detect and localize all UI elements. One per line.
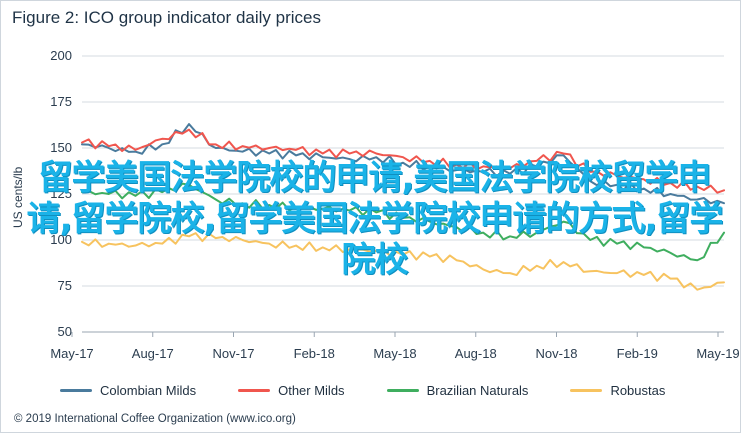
y-tick-label-100: 100: [50, 232, 72, 247]
watermark-overlay-text: 留学美国法学院校的申请,美国法学院校留学申请,留学院校,留学美国法学院校申请的方…: [26, 158, 724, 280]
legend-item-other-milds: Other Milds: [238, 382, 345, 398]
series-line-brazilian-naturals: [81, 182, 725, 262]
y-tick-label-150: 150: [50, 140, 72, 155]
x-tick-label-aug-17: Aug-17: [132, 346, 174, 361]
legend-label-brazilian-naturals: Brazilian Naturals: [426, 382, 529, 398]
x-tick-label-may-18: May-18: [373, 346, 416, 361]
line-chart: 50 75 100 125 150 175 200 May-17 Aug-17 Nov-17 Feb…: [50, 48, 739, 361]
x-tick-label-may-19: May-19: [696, 346, 739, 361]
x-tick-label-may-17: May-17: [50, 346, 93, 361]
figure-title: Figure 2: ICO group indicator daily pric…: [12, 8, 321, 27]
y-tick-label-75: 75: [58, 278, 72, 293]
legend-item-brazilian-naturals: Brazilian Naturals: [386, 382, 529, 398]
series-line-other-milds: [81, 128, 725, 194]
y-tick-label-200: 200: [50, 48, 72, 63]
copyright-footer: © 2019 International Coffee Organization…: [14, 413, 296, 425]
x-tick-label-nov-17: Nov-17: [213, 346, 255, 361]
x-tick-label-aug-18: Aug-18: [455, 346, 497, 361]
series-line-colombian-milds: [81, 123, 725, 205]
x-tick-label-feb-18: Feb-18: [294, 346, 335, 361]
x-tick-label-feb-19: Feb-19: [617, 346, 658, 361]
y-tick-label-125: 125: [50, 186, 72, 201]
chart-legend: Colombian Milds Other Milds Brazilian Na…: [60, 381, 707, 399]
legend-label-robustas: Robustas: [610, 382, 666, 398]
y-tick-label-175: 175: [50, 94, 72, 109]
legend-label-other-milds: Other Milds: [278, 382, 345, 398]
legend-label-colombian-milds: Colombian Milds: [100, 382, 197, 398]
x-tick-label-nov-18: Nov-18: [536, 346, 578, 361]
legend-item-colombian-milds: Colombian Milds: [60, 383, 196, 398]
legend-item-robustas: Robustas: [570, 383, 665, 398]
legend-swatch-colombian-milds: [60, 388, 92, 392]
legend-swatch-robustas: [570, 388, 603, 392]
y-tick-label-50: 50: [58, 324, 72, 339]
series-line-robustas: [81, 232, 725, 291]
legend-swatch-other-milds: [238, 388, 271, 392]
legend-swatch-brazilian-naturals: [386, 388, 419, 392]
